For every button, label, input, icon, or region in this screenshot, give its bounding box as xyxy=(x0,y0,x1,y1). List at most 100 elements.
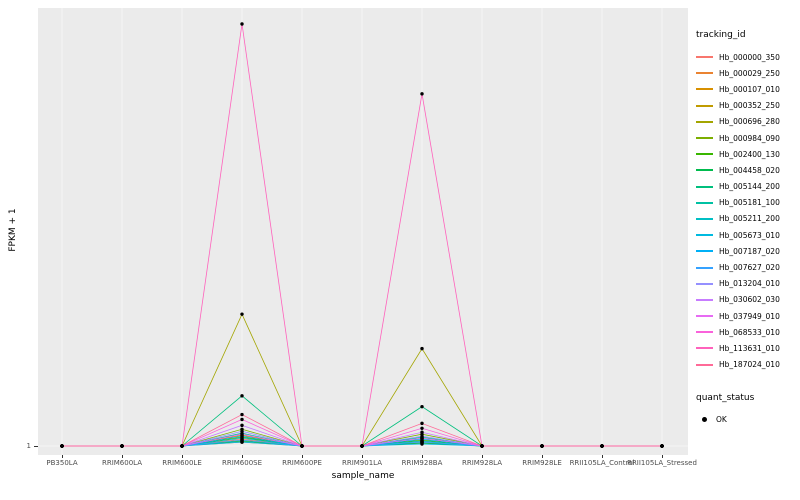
chart-svg xyxy=(38,8,688,455)
legend-item-Hb_037949_010: Hb_037949_010 xyxy=(696,308,800,324)
legend-line-swatch xyxy=(696,104,713,107)
x-tick-label: RRII105LA_Stressed xyxy=(627,459,697,467)
legend-line-swatch xyxy=(696,169,713,172)
ok-point-icon xyxy=(702,417,707,423)
data-point xyxy=(240,22,244,26)
data-point xyxy=(240,423,244,428)
data-point xyxy=(240,432,244,436)
legend-item-Hb_000984_090: Hb_000984_090 xyxy=(696,130,800,146)
legend-item-Hb_000696_280: Hb_000696_280 xyxy=(696,114,800,130)
x-tick-mark xyxy=(62,455,63,458)
legend-label: Hb_113631_010 xyxy=(719,343,780,353)
legend-item-Hb_004458_020: Hb_004458_020 xyxy=(696,162,800,178)
legend-label: Hb_000352_250 xyxy=(719,101,780,111)
legend-item-Hb_007627_020: Hb_007627_020 xyxy=(696,259,800,275)
legend-item-Hb_002400_130: Hb_002400_130 xyxy=(696,146,800,162)
legend-line-swatch xyxy=(696,72,713,75)
data-point xyxy=(240,312,244,316)
x-tick-label: RRIM600PE xyxy=(282,459,322,467)
legend-item-Hb_113631_010: Hb_113631_010 xyxy=(696,340,800,356)
data-point xyxy=(420,346,424,351)
legend-line-swatch xyxy=(696,234,713,237)
legend-label: Hb_007627_020 xyxy=(719,263,780,273)
x-tick-label: RRII105LA_Control xyxy=(569,459,635,467)
plot-panel xyxy=(38,8,688,455)
legend-item-Hb_187024_010: Hb_187024_010 xyxy=(696,357,800,373)
data-point xyxy=(300,444,304,448)
legend-label: Hb_037949_010 xyxy=(719,311,780,321)
legend-label: Hb_005211_200 xyxy=(719,214,780,224)
legend-line-swatch xyxy=(696,217,713,220)
x-tick-mark xyxy=(662,455,663,458)
data-point xyxy=(420,426,424,430)
data-point xyxy=(540,444,544,448)
data-point xyxy=(120,444,124,448)
legend-line-swatch xyxy=(696,250,713,253)
data-point xyxy=(240,417,244,422)
legend-item-Hb_007187_020: Hb_007187_020 xyxy=(696,243,800,259)
legend: tracking_id Hb_000000_350 Hb_000029_250 Hb… xyxy=(696,30,800,428)
data-point xyxy=(600,444,604,448)
legend-item-Hb_030602_030: Hb_030602_030 xyxy=(696,292,800,308)
y-tick-mark xyxy=(34,446,38,447)
legend-line-swatch xyxy=(696,153,713,156)
x-tick-mark xyxy=(242,455,243,458)
x-tick-mark xyxy=(482,455,483,458)
legend-label: Hb_000984_090 xyxy=(719,133,780,143)
legend-label-quant: OK xyxy=(716,415,727,425)
y-tick-label: 1 xyxy=(26,441,31,450)
legend-line-swatch xyxy=(696,315,713,318)
x-tick-mark xyxy=(302,455,303,458)
legend-item-Hb_000107_010: Hb_000107_010 xyxy=(696,81,800,97)
data-point xyxy=(240,429,244,433)
legend-item-Hb_005144_200: Hb_005144_200 xyxy=(696,179,800,195)
legend-label: Hb_013204_010 xyxy=(719,279,780,289)
legend-label: Hb_000029_250 xyxy=(719,68,780,78)
legend-item-Hb_013204_010: Hb_013204_010 xyxy=(696,276,800,292)
x-tick-label: RRIM600SE xyxy=(221,459,263,467)
x-tick-label: RRIM928BA xyxy=(401,459,443,467)
x-tick-label: RRIM928LE xyxy=(522,459,562,467)
data-point xyxy=(360,444,364,448)
legend-item-Hb_000352_250: Hb_000352_250 xyxy=(696,98,800,114)
legend-line-swatch xyxy=(696,331,713,334)
x-tick-label: RRIM901LA xyxy=(341,459,383,467)
legend-title-tracking: tracking_id xyxy=(696,30,746,40)
data-point xyxy=(240,438,244,442)
x-tick-mark xyxy=(422,455,423,458)
x-axis-title: sample_name xyxy=(331,471,395,481)
legend-label: Hb_000107_010 xyxy=(719,84,780,94)
legend-label: Hb_005673_010 xyxy=(719,230,780,240)
legend-item-quant-ok: OK xyxy=(696,412,800,428)
x-tick-mark xyxy=(182,455,183,458)
x-tick-label: PB350LA xyxy=(46,459,78,467)
legend-label: Hb_002400_130 xyxy=(719,149,780,159)
data-point xyxy=(420,436,424,440)
legend-line-swatch xyxy=(696,185,713,188)
legend-line-swatch xyxy=(696,120,713,123)
legend-line-swatch xyxy=(696,201,713,204)
legend-label: Hb_005181_100 xyxy=(719,198,780,208)
legend-label: Hb_000000_350 xyxy=(719,52,780,62)
data-point xyxy=(660,444,664,448)
legend-item-Hb_005673_010: Hb_005673_010 xyxy=(696,227,800,243)
x-tick-mark xyxy=(602,455,603,458)
data-point xyxy=(240,412,244,417)
legend-item-Hb_005181_100: Hb_005181_100 xyxy=(696,195,800,211)
data-point xyxy=(420,404,424,409)
x-tick-mark xyxy=(122,455,123,458)
legend-line-swatch xyxy=(696,347,713,350)
x-tick-label: RRIM600LE xyxy=(162,459,202,467)
x-tick-mark xyxy=(542,455,543,458)
legend-items: Hb_000000_350 Hb_000029_250 Hb_000107_010 H… xyxy=(696,49,800,373)
legend-label: Hb_007187_020 xyxy=(719,246,780,256)
legend-line-swatch xyxy=(696,298,713,301)
legend-label: Hb_187024_010 xyxy=(719,360,780,370)
legend-title-quant: quant_status xyxy=(696,392,755,403)
data-point xyxy=(420,430,424,434)
x-tick-mark xyxy=(362,455,363,458)
legend-label: Hb_000696_280 xyxy=(719,117,780,127)
x-tick-label: RRIM928LA xyxy=(461,459,503,467)
legend-label: Hb_068533_010 xyxy=(719,327,780,337)
data-point xyxy=(180,444,184,448)
